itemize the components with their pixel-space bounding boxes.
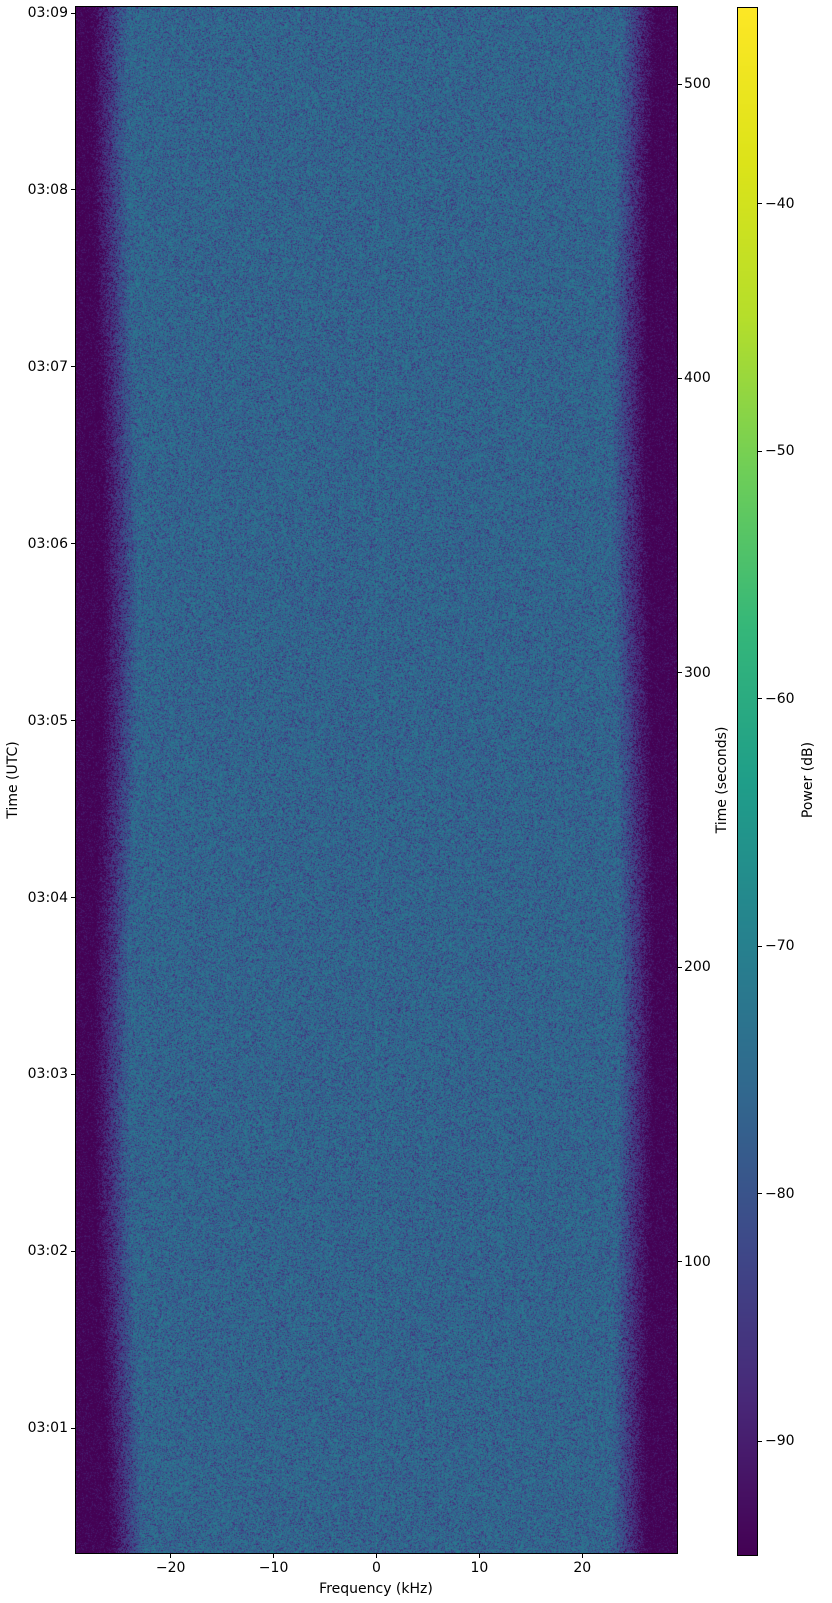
y-tick-label-utc: 03:07 xyxy=(27,358,68,375)
colorbar-tick-label: −60 xyxy=(765,690,795,707)
y-tick-label-utc: 03:05 xyxy=(27,712,68,729)
colorbar-gradient xyxy=(738,8,757,1555)
colorbar-tick-label: −40 xyxy=(765,195,795,212)
y-tick-label-utc: 03:03 xyxy=(27,1066,68,1083)
colorbar-tick xyxy=(758,945,762,947)
y-tick-seconds xyxy=(678,83,682,85)
colorbar-tick xyxy=(758,1193,762,1195)
plot-area xyxy=(75,6,678,1554)
x-tick-label: 0 xyxy=(372,1560,381,1576)
y-tick-label-seconds: 100 xyxy=(684,1253,711,1270)
x-tick xyxy=(478,1554,480,1558)
colorbar-tick-label: −50 xyxy=(765,443,795,460)
colorbar-tick xyxy=(758,698,762,700)
y-tick-utc xyxy=(71,1427,75,1429)
y-tick-utc xyxy=(71,366,75,368)
y-tick-seconds xyxy=(678,377,682,379)
colorbar-tick xyxy=(758,1440,762,1442)
y-tick-seconds xyxy=(678,672,682,674)
x-axis-label: Frequency (kHz) xyxy=(319,1581,433,1597)
y-tick-label-utc: 03:06 xyxy=(27,535,68,552)
y-tick-label-utc: 03:01 xyxy=(27,1420,68,1437)
y-tick-utc xyxy=(71,720,75,722)
colorbar-tick-label: −90 xyxy=(765,1433,795,1450)
x-tick-label: 10 xyxy=(470,1560,489,1576)
y-tick-label-seconds: 300 xyxy=(684,664,711,681)
colorbar-tick xyxy=(758,450,762,452)
colorbar xyxy=(737,7,758,1556)
spectrogram-heatmap xyxy=(76,7,677,1553)
x-tick xyxy=(376,1554,377,1558)
y-tick-seconds xyxy=(678,1261,682,1263)
y-tick-utc xyxy=(71,543,75,545)
x-tick xyxy=(581,1554,583,1558)
y-axis-label-utc: Time (UTC) xyxy=(5,741,21,819)
y-tick-seconds xyxy=(678,966,682,968)
y-tick-label-utc: 03:02 xyxy=(27,1243,68,1260)
y-axis-label-seconds: Time (seconds) xyxy=(714,726,730,834)
y-tick-label-seconds: 200 xyxy=(684,959,711,976)
y-tick-label-utc: 03:04 xyxy=(27,889,68,906)
colorbar-tick-label: −70 xyxy=(765,938,795,955)
colorbar-label: Power (dB) xyxy=(800,741,816,819)
y-tick-label-utc: 03:09 xyxy=(27,5,68,21)
y-tick-utc xyxy=(71,1250,75,1252)
y-tick-utc xyxy=(71,189,75,191)
y-tick-label-seconds: 500 xyxy=(684,76,711,92)
y-tick-utc xyxy=(71,1073,75,1075)
y-tick-utc xyxy=(71,12,75,14)
x-tick xyxy=(273,1554,275,1558)
y-tick-utc xyxy=(71,897,75,898)
x-tick xyxy=(170,1554,172,1558)
y-tick-label-utc: 03:08 xyxy=(27,181,68,198)
x-tick-label: −10 xyxy=(258,1560,289,1576)
x-tick-label: −20 xyxy=(155,1560,186,1576)
x-tick-label: 20 xyxy=(573,1560,592,1576)
y-tick-label-seconds: 400 xyxy=(684,370,711,387)
colorbar-tick xyxy=(758,203,762,205)
colorbar-tick-label: −80 xyxy=(765,1185,795,1202)
